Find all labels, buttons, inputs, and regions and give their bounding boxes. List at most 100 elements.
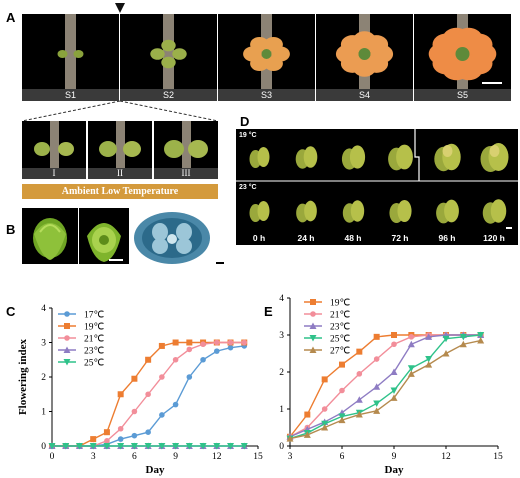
data-point (104, 438, 110, 444)
time-label: 24 h (283, 231, 329, 245)
selection-arrow-icon (115, 3, 125, 13)
data-point (172, 356, 179, 363)
data-point (186, 339, 193, 346)
legend-entry: 19℃ (58, 323, 105, 333)
bud-photo-19c-0 (249, 147, 270, 168)
legend-marker (309, 335, 317, 342)
x-axis-label: Day (385, 464, 404, 476)
data-point (62, 443, 70, 450)
legend-marker (64, 311, 70, 317)
data-point (130, 443, 138, 450)
data-point (144, 443, 152, 450)
divider-lines (236, 129, 518, 182)
panel-label-c: C (6, 304, 16, 319)
substage-label: I (22, 168, 86, 179)
data-point (390, 368, 398, 375)
y-tick-label: 0 (41, 442, 46, 452)
legend-label: 25℃ (84, 359, 105, 369)
bud-photo-23c-4 (436, 199, 459, 224)
time-label: 72 h (377, 231, 423, 245)
stage-label: S1 (22, 89, 119, 101)
data-point (131, 375, 138, 382)
data-point (390, 387, 398, 394)
data-point (425, 361, 433, 368)
y-tick-label: 2 (279, 368, 284, 378)
data-point (186, 374, 193, 380)
data-point (321, 424, 329, 431)
data-point (286, 435, 294, 442)
bud-whole-photo (22, 208, 78, 264)
x-tick-label: 12 (212, 452, 222, 462)
data-point (339, 361, 345, 368)
x-tick-label: 0 (50, 452, 55, 462)
data-point (186, 346, 193, 353)
data-point (131, 432, 138, 439)
legend-marker (309, 346, 317, 353)
y-tick-label: 2 (41, 373, 46, 383)
temperature-label-19: 19 °C (239, 132, 257, 139)
data-point (214, 339, 220, 346)
data-point (159, 412, 165, 418)
stage-photo-s1: S1 (22, 14, 119, 101)
series-27℃ (286, 337, 485, 442)
y-tick-label: 1 (41, 408, 46, 418)
bud-photo-23c-1 (296, 200, 317, 223)
data-point (373, 356, 380, 362)
legend-entry: 27℃ (304, 346, 351, 357)
data-point (477, 337, 485, 344)
data-point (117, 443, 125, 450)
data-point (131, 408, 138, 415)
data-point (159, 374, 165, 380)
legend-label: 21℃ (84, 335, 105, 345)
data-point (408, 334, 415, 340)
data-point (373, 333, 380, 340)
time-label: 48 h (330, 231, 376, 245)
data-point (321, 376, 328, 383)
data-point (390, 394, 398, 401)
bud-photo-23c-5 (482, 199, 507, 224)
stage-label: S3 (218, 89, 315, 101)
data-point (356, 348, 363, 355)
data-point (425, 356, 433, 363)
data-point (213, 443, 221, 450)
y-tick-label: 1 (279, 405, 284, 415)
data-point (200, 356, 206, 363)
data-point (373, 400, 381, 407)
series-line (289, 334, 481, 438)
data-point (172, 443, 180, 450)
data-point (355, 396, 363, 403)
data-point (407, 340, 415, 348)
data-point (391, 341, 397, 348)
data-point (200, 341, 206, 348)
data-point (338, 416, 346, 424)
legend-marker (64, 335, 70, 341)
legend-marker (309, 322, 317, 329)
data-point (117, 391, 124, 398)
data-point (459, 340, 467, 348)
data-point (373, 407, 381, 414)
bud-photo-19c-1 (295, 146, 318, 169)
bud-photo-19c-5 (480, 143, 509, 172)
series-21℃ (287, 332, 484, 440)
time-label: 0 h (236, 231, 282, 245)
legend-label: 23℃ (330, 323, 351, 333)
legend-label: 19℃ (84, 323, 105, 333)
data-point (172, 401, 179, 408)
x-tick-label: 3 (91, 452, 96, 462)
scale-bar (482, 82, 502, 84)
series-line (289, 339, 481, 440)
legend-marker (63, 346, 71, 353)
stage-label: S2 (120, 89, 217, 101)
data-point (407, 365, 415, 372)
data-point (172, 339, 179, 346)
x-tick-label: 15 (253, 452, 263, 462)
data-point (158, 443, 166, 450)
legend-entry: 19℃ (304, 299, 351, 309)
series-23℃ (286, 331, 485, 440)
time-course-grid: 19 °C 23 °C (236, 129, 518, 245)
data-point (145, 356, 152, 363)
x-tick-label: 6 (340, 452, 345, 462)
bud-photo-23c-2 (342, 200, 365, 223)
legend-label: 17℃ (84, 311, 105, 321)
